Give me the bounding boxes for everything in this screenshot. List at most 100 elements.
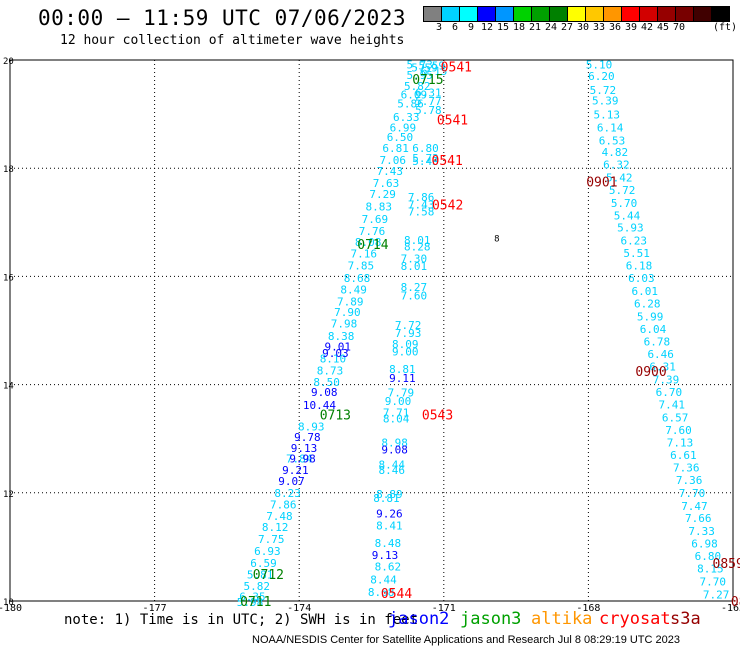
swh-label-track-a: 6.93 [254, 545, 281, 558]
swh-label-track-c: 5.13 [593, 109, 620, 122]
swh-label-track-c: 7.60 [665, 424, 692, 437]
swh-label-track-c: 7.36 [673, 461, 700, 474]
swh-label-track-a: 7.06 [379, 154, 406, 167]
swh-label-track-a: 8.12 [262, 521, 289, 534]
swh-label-track-c: 7.27 [703, 589, 730, 602]
swh-label-track-a: 8.38 [328, 330, 355, 343]
swh-label-track-c: 7.70 [700, 576, 727, 589]
mission-label-cryosat: cryosat [599, 609, 671, 629]
pass-time-label: 0714 [357, 238, 388, 253]
swh-label-track-b: 8.68 [368, 586, 395, 599]
chart-title: 00:00 — 11:59 UTC 07/06/2023 [38, 6, 407, 30]
mission-label-jason2: jason2 [388, 609, 450, 629]
swh-label-track-a: 7.76 [359, 225, 386, 238]
swh-label-track-a: 8.49 [340, 283, 367, 296]
swh-label-track-c: 5.70 [611, 197, 638, 210]
swh-label-track-c: 5.93 [617, 222, 644, 235]
swh-label-track-b: 8.44 [370, 573, 397, 586]
x-tick-label: -174 [287, 603, 311, 614]
color-scale-label: 33 [592, 22, 606, 33]
swh-label-track-b: 8.44 [378, 459, 405, 472]
swh-label-track-c: 7.33 [688, 525, 715, 538]
swh-label-track-c: 5.51 [623, 247, 650, 260]
swh-label-track-b: 7.43 [408, 198, 435, 211]
swh-label-track-c: 5.99 [637, 310, 664, 323]
swh-label-track-a: 6.35 [239, 591, 266, 604]
x-tick-label: -168 [576, 603, 600, 614]
swh-label-track-a: 9.21 [282, 464, 309, 477]
swh-label-track-b: 5.43 [412, 155, 439, 168]
swh-label-track-a: 5.82 [244, 580, 271, 593]
swh-label-track-a: 7.85 [348, 260, 375, 273]
y-tick-label: 12 [3, 490, 14, 500]
swh-label-track-c: 7.70 [679, 487, 706, 500]
swh-label-track-b: 5.72 [412, 152, 439, 165]
swh-label-track-b: 7.30 [401, 253, 428, 266]
color-scale-label: 15 [496, 22, 510, 33]
swh-label-track-c: 6.23 [620, 235, 647, 248]
swh-label-track-c: 6.98 [691, 538, 718, 551]
swh-label-track-a: 5.59 [411, 62, 438, 75]
color-scale-unit: (ft) [713, 22, 738, 33]
swh-label-track-a: 7.75 [258, 533, 285, 546]
swh-label-track-b: 8.89 [376, 488, 403, 501]
color-scale-label: 6 [451, 22, 459, 33]
swh-label-track-a: 7.43 [377, 165, 404, 178]
swh-label-track-b: 7.86 [408, 191, 435, 204]
y-tick-label: 10 [3, 598, 14, 608]
swh-label-track-c: 5.42 [606, 171, 633, 184]
color-scale-label: 42 [640, 22, 654, 33]
swh-label-track-a: 9.98 [289, 453, 316, 466]
swh-label-track-b: 8.04 [383, 413, 410, 426]
swh-label-track-b: 7.93 [395, 327, 422, 340]
swh-label-track-b: 5.77 [415, 95, 442, 108]
color-scale-label: 24 [544, 22, 558, 33]
color-scale-label: 21 [528, 22, 542, 33]
x-tick-label: -165 [721, 603, 740, 614]
swh-label-track-c: 6.57 [662, 412, 689, 425]
swh-label-track-a: 6.33 [393, 111, 420, 124]
footer-note: note: 1) Time is in UTC; 2) SWH is in fe… [64, 612, 419, 628]
pass-time-label: 0901 [586, 176, 617, 191]
swh-label-track-a: 7.86 [270, 499, 297, 512]
swh-label-track-c: 7.39 [653, 374, 680, 387]
pass-time-label: 0712 [253, 568, 284, 583]
x-tick-label: -171 [432, 603, 456, 614]
swh-label-track-c: 6.53 [599, 135, 626, 148]
swh-label-track-b: 8.46 [378, 464, 405, 477]
pass-time-label: 0541 [432, 154, 463, 169]
color-scale-label: 70 [672, 22, 686, 33]
swh-label-track-b: 8.01 [404, 234, 431, 247]
swh-label-track-c: 7.36 [676, 474, 703, 487]
swh-label-track-c: 8.15 [697, 563, 724, 576]
mission-label-s3a: s3a [670, 609, 701, 629]
mission-label-altika: altika [531, 609, 593, 629]
pass-time-label: 0900 [635, 365, 666, 380]
swh-label-track-c: 7.66 [685, 512, 712, 525]
swh-label-track-b: 9.00 [385, 395, 412, 408]
swh-label-track-a: 9.01 [325, 341, 352, 354]
swh-label-track-b: 7.60 [401, 289, 428, 302]
swh-label-track-c: 5.72 [609, 184, 636, 197]
swh-label-track-a: 7.48 [266, 510, 293, 523]
swh-label-track-a: 5.86 [397, 97, 424, 110]
swh-label-track-c: 6.31 [649, 361, 676, 374]
pass-time-label: 0541 [441, 60, 472, 75]
color-scale-label: 45 [656, 22, 670, 33]
swh-label-track-a: 7.89 [337, 295, 364, 308]
swh-label-track-c: 6.14 [597, 122, 624, 135]
swh-label-track-c: 6.01 [632, 285, 659, 298]
x-tick-label: -180 [0, 603, 22, 614]
swh-label-track-b: 6.31 [415, 86, 442, 99]
swh-label-track-a: 8.83 [365, 201, 392, 214]
swh-label-track-c: 5.10 [586, 58, 613, 71]
swh-label-track-c: 6.20 [588, 70, 615, 83]
swh-label-track-a: 9.78 [294, 431, 321, 444]
pass-time-label: 0543 [422, 408, 453, 423]
swh-label-track-c: 6.04 [640, 323, 667, 336]
pass-time-label: 0711 [240, 595, 271, 610]
swh-label-track-c: 6.61 [670, 449, 697, 462]
y-tick-label: 14 [3, 382, 14, 392]
color-swatch [711, 6, 730, 22]
